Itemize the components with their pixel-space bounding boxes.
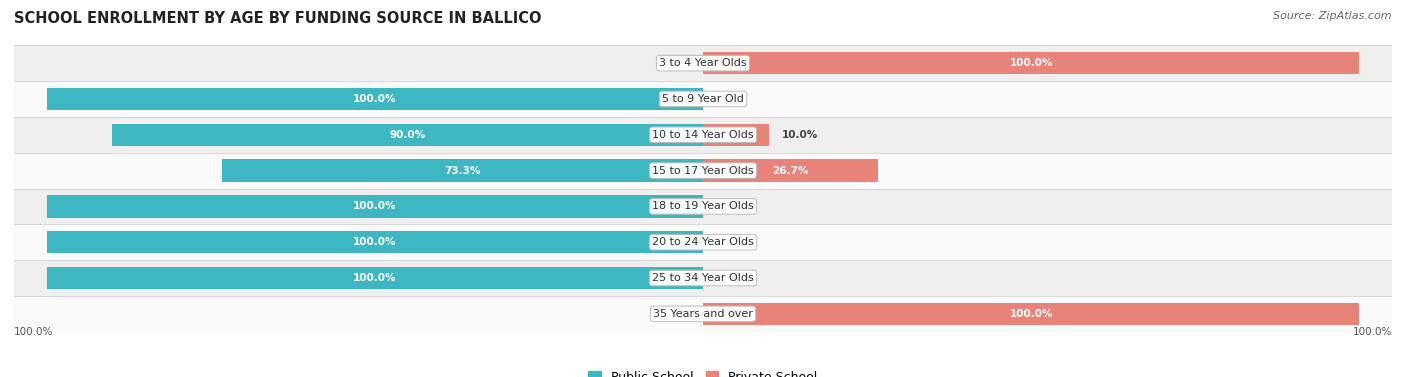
Text: 10.0%: 10.0%: [782, 130, 818, 140]
Text: 0.0%: 0.0%: [661, 58, 690, 68]
Text: 100.0%: 100.0%: [1010, 309, 1053, 319]
Text: 100.0%: 100.0%: [14, 327, 53, 337]
Text: 100.0%: 100.0%: [1010, 58, 1053, 68]
Bar: [14, 153, 1392, 188]
Text: 100.0%: 100.0%: [1353, 327, 1392, 337]
Bar: [14, 45, 1392, 81]
Text: 90.0%: 90.0%: [389, 130, 426, 140]
Text: 100.0%: 100.0%: [353, 201, 396, 211]
Bar: [703, 124, 769, 146]
Bar: [14, 260, 1392, 296]
Bar: [14, 188, 1392, 224]
Bar: [46, 88, 703, 110]
Text: 0.0%: 0.0%: [716, 201, 745, 211]
Text: 0.0%: 0.0%: [716, 273, 745, 283]
Text: 25 to 34 Year Olds: 25 to 34 Year Olds: [652, 273, 754, 283]
Legend: Public School, Private School: Public School, Private School: [583, 366, 823, 377]
Bar: [703, 303, 1360, 325]
Text: 18 to 19 Year Olds: 18 to 19 Year Olds: [652, 201, 754, 211]
Bar: [703, 159, 879, 182]
Bar: [703, 52, 1360, 74]
Text: 20 to 24 Year Olds: 20 to 24 Year Olds: [652, 237, 754, 247]
Text: 0.0%: 0.0%: [716, 94, 745, 104]
Text: 3 to 4 Year Olds: 3 to 4 Year Olds: [659, 58, 747, 68]
Text: 5 to 9 Year Old: 5 to 9 Year Old: [662, 94, 744, 104]
Text: 100.0%: 100.0%: [353, 237, 396, 247]
Text: 100.0%: 100.0%: [353, 94, 396, 104]
Bar: [14, 81, 1392, 117]
Bar: [14, 117, 1392, 153]
Bar: [46, 231, 703, 253]
Text: SCHOOL ENROLLMENT BY AGE BY FUNDING SOURCE IN BALLICO: SCHOOL ENROLLMENT BY AGE BY FUNDING SOUR…: [14, 11, 541, 26]
Bar: [14, 224, 1392, 260]
Bar: [222, 159, 703, 182]
Text: 15 to 17 Year Olds: 15 to 17 Year Olds: [652, 166, 754, 176]
Text: 10 to 14 Year Olds: 10 to 14 Year Olds: [652, 130, 754, 140]
Text: 26.7%: 26.7%: [772, 166, 808, 176]
Text: Source: ZipAtlas.com: Source: ZipAtlas.com: [1274, 11, 1392, 21]
Bar: [112, 124, 703, 146]
Text: 100.0%: 100.0%: [353, 273, 396, 283]
Text: 35 Years and over: 35 Years and over: [652, 309, 754, 319]
Text: 0.0%: 0.0%: [716, 237, 745, 247]
Bar: [46, 195, 703, 218]
Bar: [46, 267, 703, 289]
Text: 0.0%: 0.0%: [661, 309, 690, 319]
Bar: [14, 296, 1392, 332]
Text: 73.3%: 73.3%: [444, 166, 481, 176]
